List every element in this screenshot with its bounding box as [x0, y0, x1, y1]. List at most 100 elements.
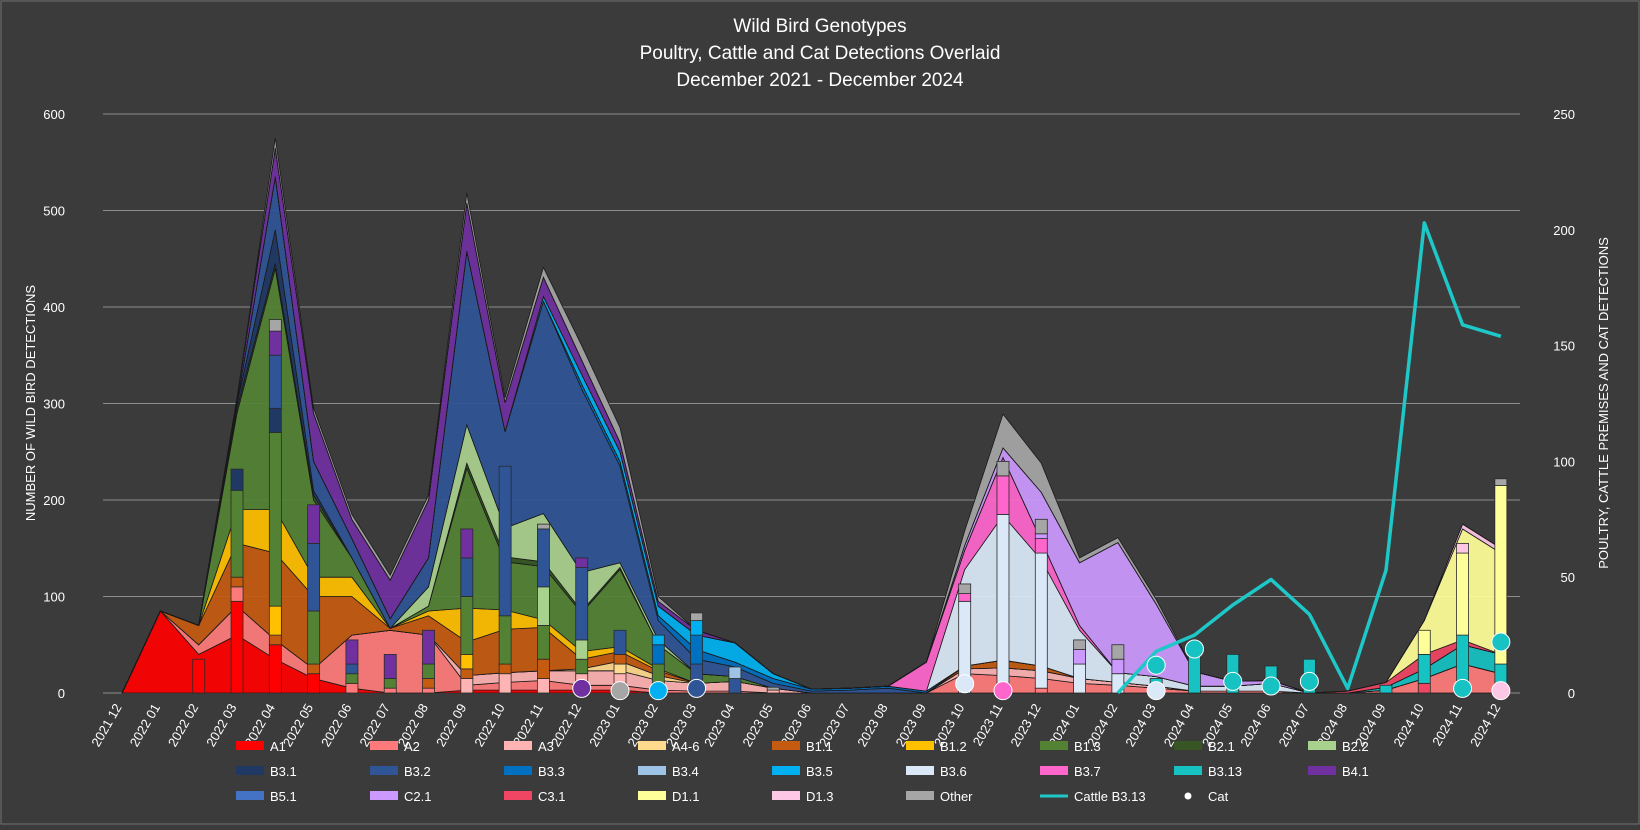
legend-label: B3.1 — [270, 764, 297, 779]
legend-item: Cattle B3.13 — [1040, 789, 1146, 804]
poultry-bar-segment — [345, 673, 359, 684]
poultry-bar-segment — [1073, 639, 1086, 650]
legend-item: B3.7 — [1040, 764, 1101, 779]
chart-title: Wild Bird Genotypes Poultry, Cattle and … — [640, 16, 1001, 91]
legend-swatch — [638, 791, 666, 800]
legend-label: C2.1 — [404, 789, 431, 804]
y2-tick-label: 50 — [1561, 570, 1575, 585]
legend-item: A3 — [504, 739, 554, 754]
poultry-bar-segment — [1034, 518, 1048, 535]
poultry-bar-segment — [690, 612, 704, 622]
poultry-bar-segment — [613, 629, 627, 655]
poultry-bar-segment — [766, 689, 780, 694]
legend-label: B2.1 — [1208, 739, 1235, 754]
poultry-bar-segment — [575, 557, 589, 568]
poultry-bar-segment — [1417, 629, 1431, 655]
cat-point — [1146, 681, 1166, 701]
legend-item: B3.1 — [236, 764, 297, 779]
cat-point — [1491, 632, 1511, 652]
legend-swatch — [772, 741, 800, 750]
y-tick-label: 600 — [43, 107, 65, 122]
poultry-bar-segment — [383, 678, 397, 689]
legend-label: B5.1 — [270, 789, 297, 804]
poultry-bar-segment — [460, 654, 474, 670]
chart-title-line-3: December 2021 - December 2024 — [676, 70, 964, 91]
poultry-bar-segment — [1111, 658, 1125, 675]
poultry-bar-segment — [498, 615, 512, 665]
legend-item: B2.1 — [1174, 739, 1235, 754]
legend-item: B3.2 — [370, 764, 431, 779]
poultry-bar-segment — [537, 625, 550, 660]
poultry-bar-segment — [230, 489, 244, 578]
poultry-bar-segment — [575, 567, 589, 641]
poultry-bar-segment — [460, 596, 474, 655]
cat-point — [610, 681, 630, 701]
poultry-bar-segment — [651, 663, 665, 684]
cat-point — [687, 678, 707, 698]
y-tick-label: 300 — [43, 397, 65, 412]
legend-label: B3.3 — [538, 764, 565, 779]
y2-tick-label: 200 — [1553, 223, 1575, 238]
legend-swatch — [772, 766, 800, 775]
poultry-bar-segment — [1034, 687, 1048, 694]
poultry-bar-segment — [537, 678, 550, 694]
poultry-bar-segment — [1188, 654, 1201, 694]
cat-point — [648, 681, 668, 701]
legend-swatch — [504, 791, 532, 800]
poultry-bar-segment — [651, 644, 665, 665]
poultry-bar-segment — [268, 432, 282, 607]
y-tick-label: 200 — [43, 493, 65, 508]
poultry-bar-segment — [996, 475, 1010, 515]
poultry-bar-segment — [307, 543, 321, 612]
legend-item: Other — [906, 789, 973, 804]
poultry-bar-segment — [537, 658, 550, 679]
legend-item: Cat — [1184, 789, 1229, 804]
poultry-bar-segment — [345, 663, 359, 675]
poultry-bar-segment — [383, 654, 397, 679]
cat-point — [955, 674, 975, 694]
y2-tick-label: 0 — [1568, 686, 1575, 701]
chart-title-line-1: Wild Bird Genotypes — [733, 16, 906, 37]
legend-swatch — [638, 741, 666, 750]
legend-swatch — [504, 741, 532, 750]
poultry-bar-segment — [498, 673, 512, 694]
legend-label: B1.3 — [1074, 739, 1101, 754]
cat-point — [572, 678, 592, 698]
poultry-bar-segment — [268, 634, 282, 646]
y2-tick-label: 150 — [1553, 339, 1575, 354]
poultry-bar-segment — [1417, 654, 1431, 684]
legend-label: B3.7 — [1074, 764, 1101, 779]
y2-tick-label: 250 — [1553, 107, 1575, 122]
poultry-bar-segment — [268, 354, 282, 409]
poultry-bar-segment — [1456, 552, 1469, 636]
poultry-bar-segment — [307, 504, 321, 544]
legend-swatch — [1308, 741, 1336, 750]
poultry-bar-segment — [230, 600, 244, 694]
legend-swatch — [906, 791, 934, 800]
poultry-bar-segment — [230, 468, 244, 491]
cattle-b3-13-line — [1116, 221, 1502, 695]
legend-item: B3.13 — [1174, 764, 1242, 779]
cat-point — [1299, 671, 1319, 691]
legend-label: B3.6 — [940, 764, 967, 779]
legend-swatch — [1040, 766, 1068, 775]
poultry-bar-segment — [230, 576, 244, 588]
poultry-bar-segment — [613, 663, 627, 675]
poultry-bar-segment — [383, 687, 397, 694]
legend-item: C3.1 — [504, 789, 565, 804]
poultry-bar-segment — [345, 682, 359, 694]
legend-label: D1.3 — [806, 789, 833, 804]
legend-label: B1.1 — [806, 739, 833, 754]
legend-swatch — [1174, 741, 1202, 750]
poultry-bar-segment — [498, 663, 512, 675]
legend-swatch — [236, 766, 264, 775]
legend-item: B3.5 — [772, 764, 833, 779]
poultry-bar-segment — [230, 586, 244, 602]
legend-item: B5.1 — [236, 789, 297, 804]
legend-item: A2 — [370, 739, 420, 754]
legend-item: B1.1 — [772, 739, 833, 754]
poultry-bar-segment — [1111, 644, 1125, 660]
cat-point — [1453, 678, 1473, 698]
poultry-bar-segment — [498, 465, 512, 617]
